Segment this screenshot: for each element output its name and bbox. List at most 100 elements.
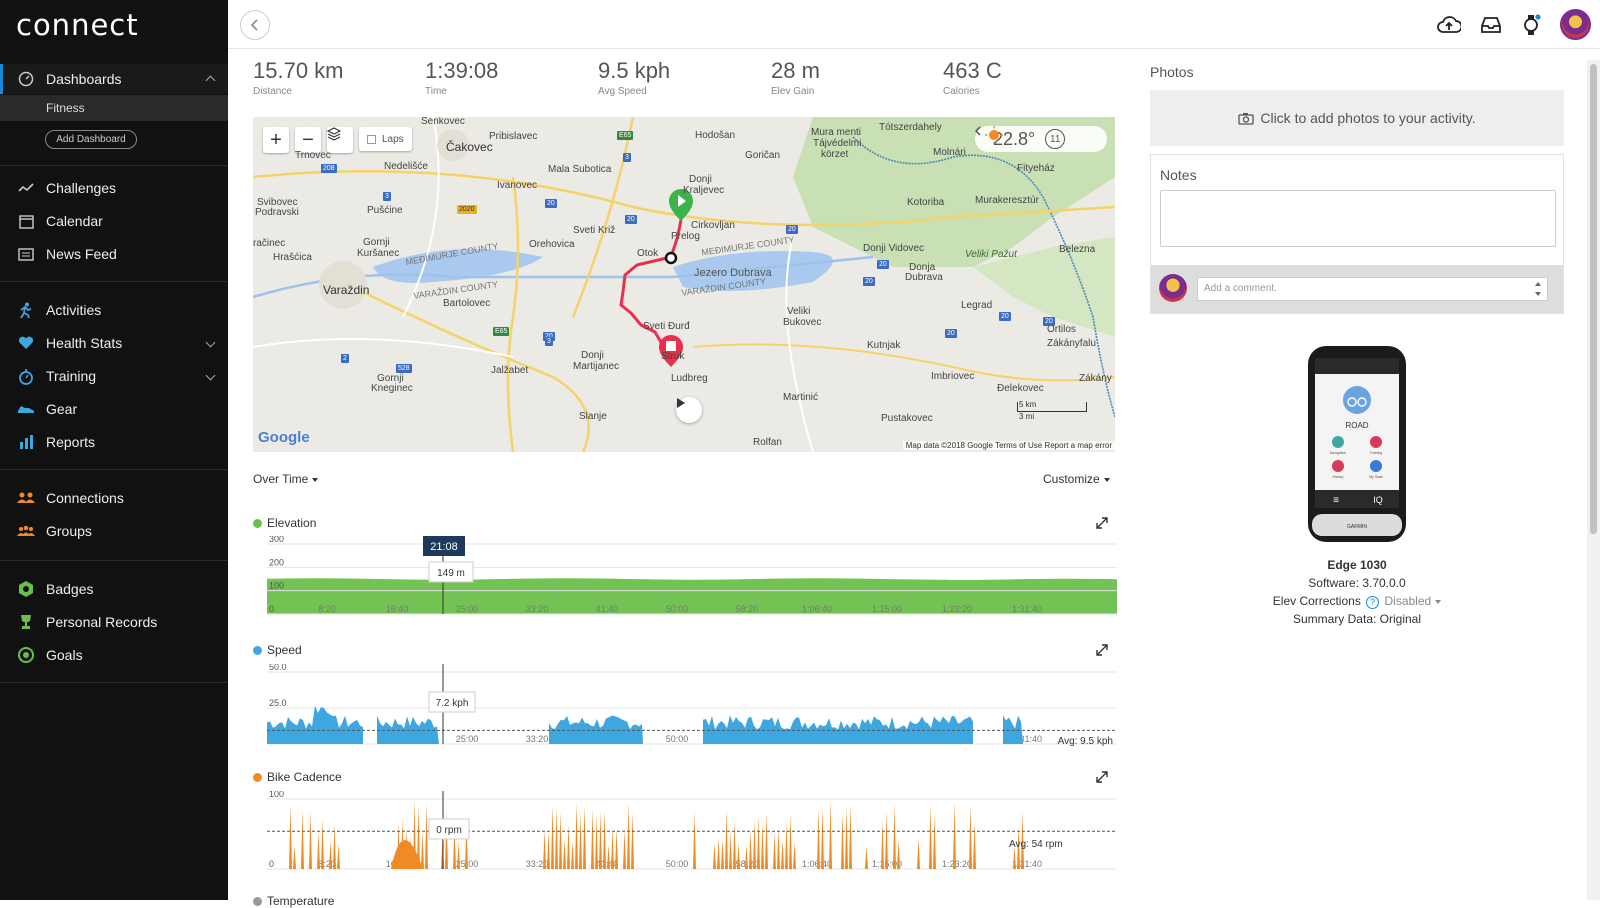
- scale-mi: 3 mi: [1019, 412, 1035, 421]
- cursor-value-tooltip: 0 rpm: [428, 818, 470, 840]
- upload-cloud-icon[interactable]: [1436, 12, 1462, 38]
- map-label: Mala Subotica: [548, 164, 612, 175]
- expand-icon[interactable]: [1096, 644, 1108, 656]
- map-canvas[interactable]: [253, 117, 1115, 452]
- back-button[interactable]: [240, 10, 270, 40]
- map-label: Orehovica: [529, 239, 575, 250]
- sidebar-subitem-fitness[interactable]: Fitness: [0, 95, 228, 121]
- avg-label: Avg: 54 rpm: [1009, 839, 1063, 850]
- activity-map[interactable]: + − Laps 22.8° 11 Šenkovec Pribislavec Č…: [253, 117, 1115, 452]
- sidebar-item-connections[interactable]: Connections: [0, 483, 228, 513]
- cadence-spike: [757, 816, 760, 869]
- avatar[interactable]: [1560, 9, 1591, 40]
- avatar: [1159, 274, 1187, 302]
- device-name[interactable]: Edge 1030: [1327, 558, 1387, 572]
- app-logo[interactable]: connect: [16, 8, 139, 42]
- road-shield: 20: [1043, 317, 1055, 326]
- cadence-spike: [817, 808, 820, 869]
- map-label: Kneginec: [371, 383, 413, 394]
- play-route-button[interactable]: [676, 397, 702, 423]
- notes-textarea[interactable]: [1160, 190, 1556, 247]
- cadence-spike: [821, 807, 824, 869]
- chevron-down-icon[interactable]: [205, 337, 216, 348]
- layers-button[interactable]: [327, 127, 353, 153]
- scrollbar-thumb[interactable]: [1590, 64, 1597, 534]
- cadence-spike: [595, 816, 598, 869]
- cadence-spike: [571, 840, 574, 869]
- weather-widget[interactable]: 22.8° 11: [975, 126, 1107, 152]
- laps-checkbox[interactable]: [367, 134, 376, 144]
- device-iq: IQ: [1373, 495, 1383, 505]
- watch-icon[interactable]: [1519, 12, 1545, 38]
- map-label: Hodošan: [695, 130, 736, 141]
- map-label: Pribislavec: [489, 131, 538, 142]
- cadence-spike: [321, 818, 324, 869]
- chevron-up-icon[interactable]: [205, 75, 216, 86]
- sidebar-item-news-feed[interactable]: News Feed: [0, 239, 228, 269]
- x-tick-label: 16:40: [386, 604, 409, 614]
- y-tick-label: 25.0: [269, 698, 287, 708]
- map-label: Fityeház: [1017, 163, 1055, 174]
- expand-icon[interactable]: [1096, 771, 1108, 783]
- sidebar-item-label: News Feed: [46, 246, 117, 262]
- help-icon[interactable]: ?: [1366, 596, 1380, 609]
- sidebar-item-health-stats[interactable]: Health Stats: [0, 328, 228, 358]
- cadence-spike: [627, 803, 630, 869]
- cadence-chart[interactable]: 10008:2016:4025:0033:2041:4050:0058:201:…: [253, 791, 1123, 873]
- cadence-spike: [729, 832, 732, 869]
- expand-icon[interactable]: [1096, 517, 1108, 529]
- sidebar-item-label: Calendar: [46, 213, 103, 229]
- scroll-arrows-icon[interactable]: [1534, 280, 1542, 298]
- map-label: Jalžabet: [491, 365, 529, 376]
- sidebar-item-calendar[interactable]: Calendar: [0, 206, 228, 236]
- sidebar-item-personal-records[interactable]: Personal Records: [0, 607, 228, 637]
- comment-input[interactable]: Add a comment.: [1197, 277, 1548, 301]
- elevation-area: [267, 578, 1117, 614]
- sidebar-item-activities[interactable]: Activities: [0, 295, 228, 325]
- cadence-spike: [591, 809, 594, 869]
- add-photos-label: Click to add photos to your activity.: [1260, 110, 1476, 126]
- cadence-spike: [421, 831, 424, 869]
- map-label: Jezero Dubrava: [694, 267, 772, 279]
- map-attribution[interactable]: Map data ©2018 Google Terms of Use Repor…: [902, 441, 1115, 450]
- map-label: Imbriovec: [931, 371, 975, 382]
- chevron-left-icon: [975, 126, 981, 136]
- elevation-chart[interactable]: 300 200 100 0 8:20 16:40 25:00 33:20 41:40 50:00 5…: [253, 536, 1123, 618]
- scrollbar[interactable]: [1587, 60, 1600, 900]
- zoom-out-button[interactable]: −: [295, 127, 321, 153]
- cadence-spike: [607, 844, 610, 869]
- cadence-spike: [765, 812, 768, 869]
- zoom-in-button[interactable]: +: [263, 127, 289, 153]
- add-photos-button[interactable]: Click to add photos to your activity.: [1150, 90, 1564, 146]
- map-label: Bukovec: [783, 317, 822, 328]
- chevron-down-icon[interactable]: [205, 370, 216, 381]
- sidebar-item-challenges[interactable]: Challenges: [0, 173, 228, 203]
- map-road: [352, 285, 590, 452]
- stat-time: 1:39:08 Time: [425, 58, 498, 97]
- sidebar-item-gear[interactable]: Gear: [0, 394, 228, 424]
- customize-dropdown[interactable]: Customize: [1043, 472, 1110, 486]
- sidebar-item-training[interactable]: Training: [0, 361, 228, 391]
- caret-down-icon: [312, 477, 319, 482]
- sidebar-item-dashboards[interactable]: Dashboards: [0, 64, 228, 94]
- sidebar-item-groups[interactable]: Groups: [0, 516, 228, 546]
- laps-toggle[interactable]: Laps: [359, 127, 412, 151]
- inbox-icon[interactable]: [1478, 12, 1504, 38]
- map-label: Trnovec: [295, 150, 331, 161]
- cadence-spike: [829, 800, 832, 869]
- map-label: Đelekovec: [997, 383, 1044, 394]
- map-label: Donji: [581, 350, 604, 361]
- sidebar-item-badges[interactable]: Badges: [0, 574, 228, 604]
- sidebar-item-reports[interactable]: Reports: [0, 427, 228, 457]
- cadence-spike: [693, 812, 696, 869]
- speed-chart[interactable]: 50.025.00.08:2016:4025:0033:2041:4050:00…: [253, 664, 1123, 748]
- speed-area: [1003, 715, 1023, 744]
- road-shield: E65: [617, 131, 634, 140]
- map-label: Kotoriba: [907, 197, 945, 208]
- sidebar-item-goals[interactable]: Goals: [0, 640, 228, 670]
- divider: [0, 682, 228, 683]
- add-dashboard-button[interactable]: Add Dashboard: [45, 130, 137, 149]
- elev-corrections-dropdown[interactable]: Disabled: [1385, 594, 1442, 608]
- y-tick-label: 300: [269, 536, 284, 544]
- over-time-dropdown[interactable]: Over Time: [253, 472, 319, 486]
